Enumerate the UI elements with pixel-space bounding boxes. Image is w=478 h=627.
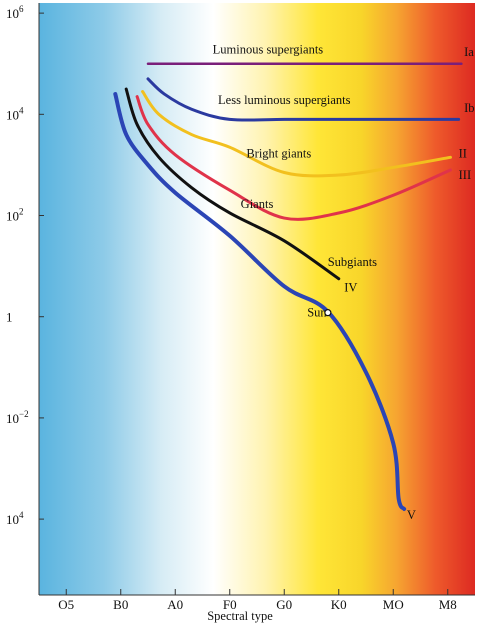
- class-label: IV: [344, 280, 357, 294]
- y-tick-label: 106: [6, 4, 24, 21]
- annotation-layer: Luminous supergiants Less luminous superg…: [213, 43, 475, 523]
- x-tick-label: B0: [113, 597, 128, 612]
- series-line-v: [113, 92, 407, 511]
- x-tick-label: M8: [439, 597, 457, 612]
- curve-annotation: Luminous supergiants: [213, 43, 324, 57]
- class-label: V: [407, 508, 416, 522]
- curve-annotation: Bright giants: [246, 146, 311, 160]
- x-axis-ticks: O5 B0 A0 F0 G0 K0 MO M8: [58, 589, 457, 612]
- curve-annotation: Less luminous supergiants: [218, 93, 351, 107]
- x-axis-title: Spectral type: [207, 609, 273, 623]
- y-tick-label: 104: [6, 105, 24, 122]
- x-tick-label: A0: [167, 597, 183, 612]
- x-tick-label: MO: [383, 597, 404, 612]
- curve-annotation: Subgiants: [328, 255, 377, 269]
- curve-annotation: Sun: [307, 306, 327, 320]
- y-tick-label: 1: [6, 310, 13, 325]
- series-line-ib: [146, 77, 461, 122]
- x-tick-label: G0: [276, 597, 292, 612]
- y-axis-ticks: 106 104 102 1 10−2 104: [6, 4, 44, 527]
- series-line-iii: [135, 95, 452, 221]
- class-label: Ia: [464, 45, 474, 59]
- class-label: II: [459, 146, 467, 160]
- class-label: III: [459, 168, 472, 182]
- y-tick-label: 10−2: [6, 409, 29, 426]
- curve-annotation: Giants: [241, 197, 274, 211]
- series-line-iv: [124, 87, 341, 281]
- sun-marker: [324, 309, 332, 317]
- x-tick-label: F0: [223, 597, 237, 612]
- x-tick-label: O5: [58, 597, 74, 612]
- class-label: Ib: [464, 101, 474, 115]
- plot-background: [39, 3, 475, 595]
- x-tick-label: K0: [331, 597, 347, 612]
- series-layer: [113, 62, 463, 511]
- y-tick-label: 104: [6, 510, 24, 527]
- series-line-ii: [141, 90, 452, 178]
- y-tick-label: 102: [6, 207, 24, 224]
